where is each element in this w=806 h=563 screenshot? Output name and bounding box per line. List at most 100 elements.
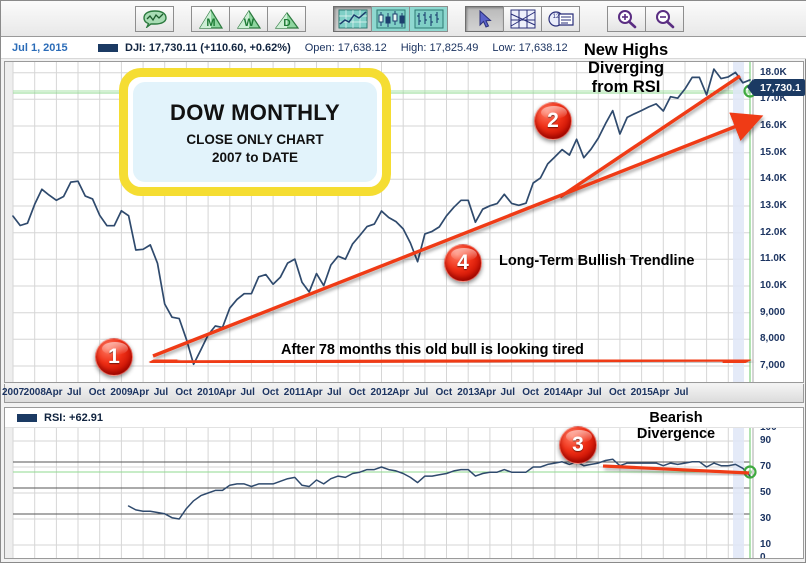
price-y-tick: 13.0K xyxy=(760,200,787,211)
badge-4: 4 xyxy=(444,244,482,282)
rsi-y-tick: 10 xyxy=(760,539,772,550)
callout-subtitle-2: 2007 to DATE xyxy=(211,149,299,165)
annotation-new-highs: New Highs Diverging from RSI xyxy=(541,41,711,96)
x-axis-tick: Oct xyxy=(522,387,539,398)
rsi-y-tick: 70 xyxy=(760,461,772,472)
pointer-tool-icon[interactable] xyxy=(465,5,504,32)
quote-high: High: 17,825.49 xyxy=(400,41,479,54)
candlestick-chart-icon[interactable] xyxy=(371,5,410,32)
daily-icon[interactable]: D xyxy=(267,5,306,32)
price-y-tick: 11.0K xyxy=(760,253,787,264)
rsi-y-tick: 90 xyxy=(760,435,772,446)
x-axis-tick: Jul xyxy=(67,387,82,398)
x-axis-tick: Apr xyxy=(305,387,323,398)
last-price-value: 17,730.1 xyxy=(760,81,801,94)
price-y-tick: 12.0K xyxy=(760,227,787,238)
rsi-color-swatch xyxy=(17,413,37,422)
x-axis-tick: Oct xyxy=(175,387,193,398)
annotation-bearish-line2: Divergence xyxy=(636,426,716,443)
toolbar-group-charttype xyxy=(333,5,448,32)
x-axis-tick: Apr xyxy=(478,387,497,398)
rsi-y-tick: 50 xyxy=(760,487,772,498)
x-axis-tick: Jul xyxy=(587,387,602,398)
annotation-bearish-divergence: Bearish Divergence xyxy=(626,410,726,442)
x-axis-tick: 2009 xyxy=(110,387,133,398)
rsi-plot xyxy=(5,428,803,558)
quote-open: Open: 17,638.12 xyxy=(304,41,387,54)
price-y-tick: 7,000 xyxy=(760,360,786,371)
x-axis-tick: 2012 xyxy=(370,387,393,398)
zoom-in-icon[interactable] xyxy=(607,5,646,32)
price-y-tick: 10.0K xyxy=(760,280,787,291)
annotation-trendline-label: Long-Term Bullish Trendline xyxy=(499,253,695,269)
rsi-header: RSI: +62.91 xyxy=(5,408,803,428)
callout-subtitle-1: CLOSE ONLY CHART xyxy=(186,131,324,147)
rsi-panel[interactable]: RSI: +62.91 xyxy=(4,407,804,559)
x-axis-tick: Oct xyxy=(608,387,626,398)
x-axis-tick: Jul xyxy=(327,387,342,398)
x-axis-tick: Apr xyxy=(652,387,670,398)
x-axis-tick: 2007 xyxy=(2,387,25,398)
annotation-new-highs-line2: Diverging xyxy=(587,59,665,78)
quote-date: Jul 1, 2015 xyxy=(12,41,68,54)
x-axis-tick: Jul xyxy=(673,387,689,398)
toolbar-group-tools: 12 xyxy=(465,5,580,32)
drawing-tools-icon[interactable] xyxy=(503,5,542,32)
x-axis-tick: 2010 xyxy=(197,387,220,398)
x-axis: 2007 2008 Apr Jul Oct 2009 Apr Jul Oct 2010 Apr Jul… xyxy=(2,384,804,403)
zoom-out-icon[interactable] xyxy=(645,5,684,32)
svg-text:D: D xyxy=(283,18,290,29)
x-axis-tick: 2013 xyxy=(457,387,480,398)
toolbar-group-zoom xyxy=(607,5,684,32)
callout-title: DOW MONTHLY xyxy=(170,99,340,125)
svg-text:W: W xyxy=(243,17,254,29)
x-axis-tick: Apr xyxy=(45,387,63,398)
toolbar-group-annotate xyxy=(135,5,174,32)
svg-text:12: 12 xyxy=(552,14,559,20)
price-y-tick: 14.0K xyxy=(760,173,787,184)
x-axis-tick: 2014 xyxy=(543,387,567,398)
text-notes-icon[interactable]: 12 xyxy=(541,5,580,32)
x-axis-tick: 2008 xyxy=(23,387,46,398)
toolbar: M W D xyxy=(1,1,806,37)
svg-text:M: M xyxy=(206,17,215,29)
rsi-y-tick: 0 xyxy=(760,552,766,559)
x-axis-tick: Apr xyxy=(132,387,150,398)
rsi-y-tick: 30 xyxy=(760,513,772,524)
series-color-swatch xyxy=(98,43,118,52)
annotation-new-highs-line1: New Highs xyxy=(583,41,669,59)
annotation-tired-bull: After 78 months this old bull is looking… xyxy=(281,342,584,358)
bar-chart-icon[interactable] xyxy=(409,5,448,32)
price-y-tick: 16.0K xyxy=(760,120,787,131)
annotate-icon[interactable] xyxy=(135,5,174,32)
x-axis-tick: Jul xyxy=(153,387,169,398)
x-axis-tick: 2011 xyxy=(283,387,306,398)
quote-symbol-value: DJI: 17,730.11 (+110.60, +0.62%) xyxy=(125,41,291,54)
last-price-flag: 17,730.1 xyxy=(747,79,805,96)
price-y-tick: 18.0K xyxy=(760,67,787,78)
badge-1: 1 xyxy=(95,338,133,376)
price-y-tick: 9,000 xyxy=(760,307,786,318)
line-chart-icon[interactable] xyxy=(333,5,372,32)
x-axis-tick: Jul xyxy=(413,387,429,398)
x-axis-tick: Apr xyxy=(565,387,583,398)
quote-low: Low: 17,638.12 xyxy=(492,41,568,54)
badge-2: 2 xyxy=(534,102,572,140)
x-axis-tick: Apr xyxy=(218,387,236,398)
annotation-bearish-line1: Bearish xyxy=(649,410,703,426)
toolbar-group-period: M W D xyxy=(191,5,306,32)
price-y-tick: 15.0K xyxy=(760,147,787,158)
price-y-tick: 17.0K xyxy=(760,93,787,104)
price-y-tick: 8,000 xyxy=(760,333,786,344)
weekly-icon[interactable]: W xyxy=(229,5,268,32)
x-axis-tick: Oct xyxy=(348,387,366,398)
x-axis-tick: 2015 xyxy=(630,387,653,398)
rsi-label: RSI: +62.91 xyxy=(44,411,104,424)
monthly-icon[interactable]: M xyxy=(191,5,230,32)
badge-3: 3 xyxy=(559,426,597,464)
x-axis-tick: Oct xyxy=(262,387,279,398)
x-axis-tick: Oct xyxy=(435,387,453,398)
quote-header: Jul 1, 2015 DJI: 17,730.11 (+110.60, +0.… xyxy=(1,37,806,59)
x-axis-tick: Jul xyxy=(500,387,515,398)
